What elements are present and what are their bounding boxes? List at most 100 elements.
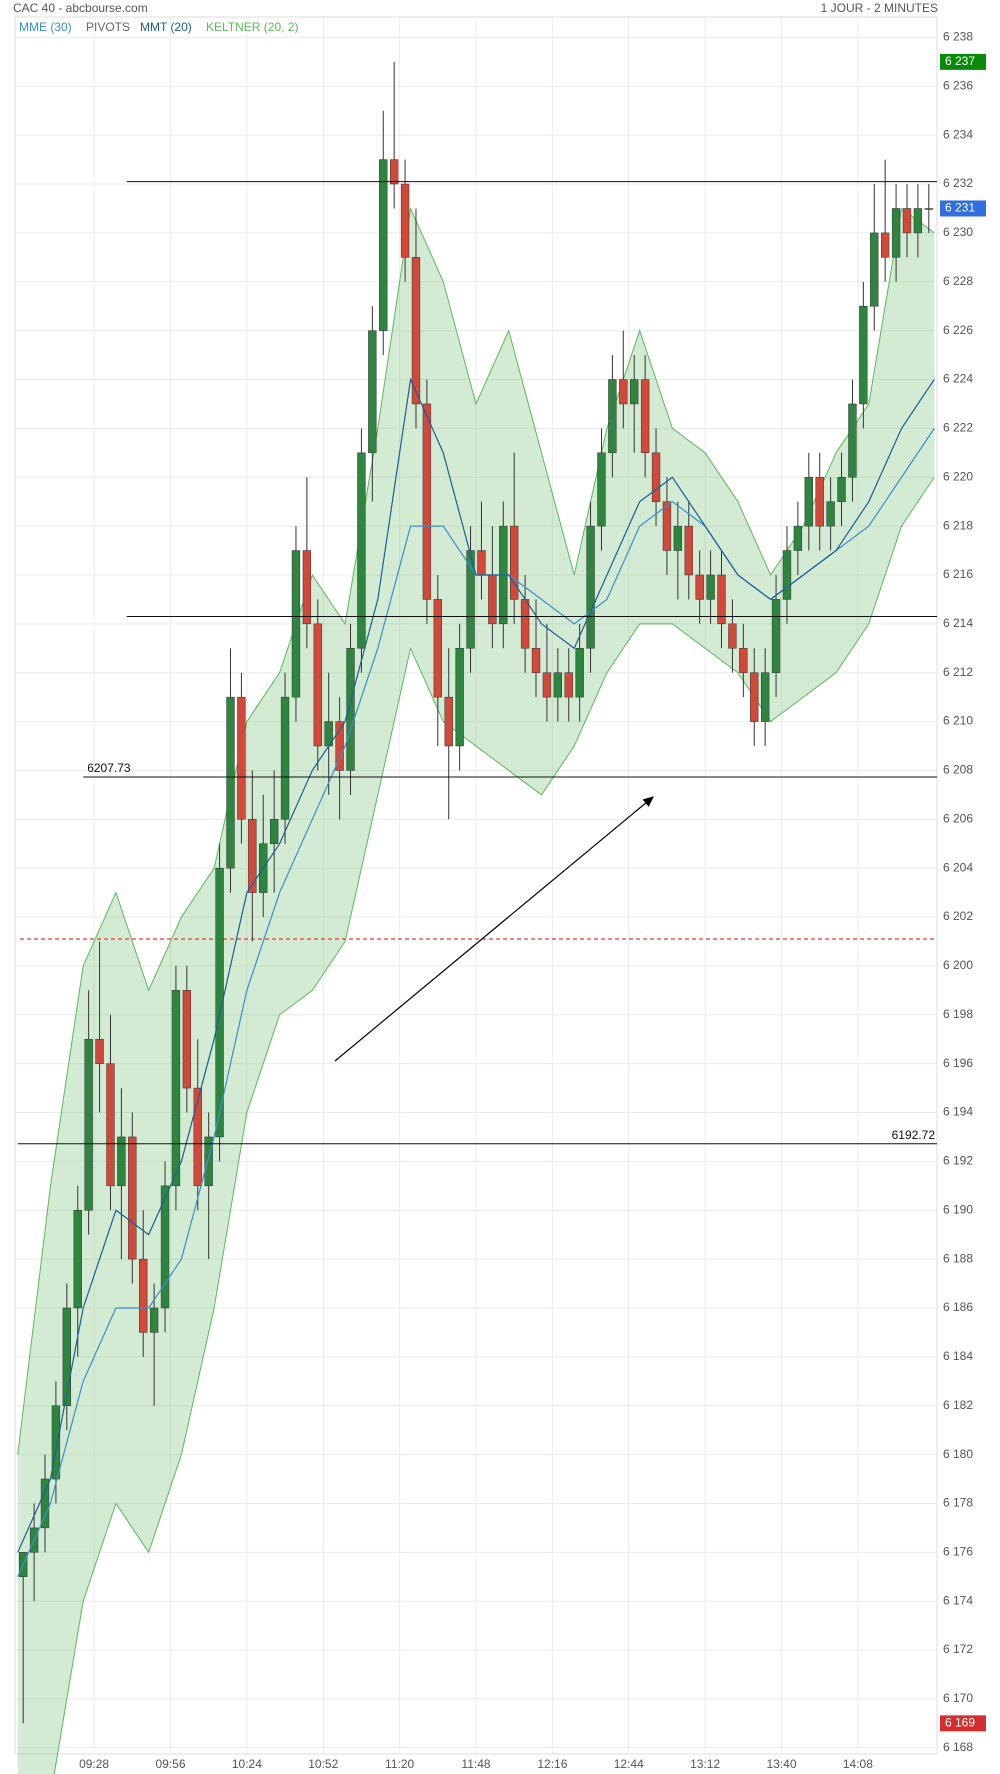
y-tick-label: 6 224 xyxy=(943,372,973,386)
candle-body xyxy=(139,1258,148,1333)
candle-body xyxy=(73,1209,82,1309)
y-tick-label: 6 182 xyxy=(943,1398,973,1412)
moving-average xyxy=(17,377,935,1553)
candle-body xyxy=(51,1405,61,1480)
x-tick-label: 13:40 xyxy=(766,1757,796,1771)
candle-body xyxy=(793,525,803,551)
candle-body xyxy=(62,1307,72,1406)
candle-body xyxy=(204,1136,213,1187)
y-tick-label: 6 236 xyxy=(943,78,973,92)
y-tick-label: 6 186 xyxy=(943,1300,973,1314)
candle-body xyxy=(389,159,399,185)
x-tick-label: 11:48 xyxy=(461,1757,490,1771)
x-tick-label: 12:16 xyxy=(537,1757,567,1771)
y-tick-label: 6 196 xyxy=(943,1056,973,1070)
candle-body xyxy=(346,648,355,771)
candle-body xyxy=(619,379,628,405)
y-tick-label: 6 194 xyxy=(943,1105,973,1119)
candle-body xyxy=(706,574,715,600)
x-tick-label: 11:20 xyxy=(385,1757,414,1771)
y-tick-label: 6 208 xyxy=(943,763,973,777)
candle-body xyxy=(280,696,290,820)
y-tick-label: 6 220 xyxy=(943,469,973,483)
candle-body xyxy=(542,672,552,698)
legend-entry: MMT (20) xyxy=(140,20,192,34)
y-tick-label: 6 222 xyxy=(943,421,973,435)
y-tick-label: 6 198 xyxy=(943,1007,973,1021)
level-label: 6192.72 xyxy=(892,1128,936,1142)
candle-body xyxy=(106,1063,115,1187)
candle-body xyxy=(215,867,224,1138)
candle-body xyxy=(913,208,923,234)
header-title: CAC 40 - abcbourse.com xyxy=(13,1,148,15)
candle-body xyxy=(510,525,519,600)
candle-body xyxy=(477,550,486,576)
candle-body xyxy=(880,232,890,258)
candle-body xyxy=(466,550,475,649)
candle-body xyxy=(771,599,781,673)
price-tag xyxy=(940,1715,986,1732)
candle-body xyxy=(368,330,377,454)
candle-body xyxy=(520,599,530,649)
candle-body xyxy=(848,403,857,478)
candle-body xyxy=(411,257,421,405)
candle-body xyxy=(651,452,661,502)
candle-body xyxy=(739,648,748,673)
candle-body xyxy=(455,648,464,747)
y-tick-label: 6 216 xyxy=(943,567,973,581)
y-tick-label: 6 176 xyxy=(943,1544,973,1558)
y-tick-label: 6 202 xyxy=(943,909,973,923)
price-tag-label: 6 231 xyxy=(945,201,975,215)
candle-body xyxy=(226,696,235,869)
candle-body xyxy=(575,648,584,698)
candle-body xyxy=(357,452,366,649)
y-tick-label: 6 180 xyxy=(943,1447,973,1461)
y-tick-label: 6 238 xyxy=(943,30,973,44)
y-tick-label: 6 204 xyxy=(943,860,973,874)
candle-body xyxy=(433,599,442,698)
keltner-band xyxy=(17,208,935,1774)
header-period: 1 JOUR - 2 MINUTES xyxy=(821,1,938,15)
y-tick-label: 6 168 xyxy=(943,1740,973,1754)
candle-body xyxy=(804,476,813,527)
candle-body xyxy=(673,525,683,551)
candle-body xyxy=(640,379,650,454)
candle-body xyxy=(564,672,573,698)
keltner-lower xyxy=(53,476,935,1774)
candle-body xyxy=(291,550,301,698)
legend-entry: KELTNER (20, 2) xyxy=(206,20,298,34)
candle-body xyxy=(160,1185,170,1309)
candle-body xyxy=(182,990,192,1089)
candle-body xyxy=(782,550,792,600)
candle-body xyxy=(586,525,595,649)
candle-body xyxy=(684,525,693,576)
candle-body xyxy=(553,672,563,698)
candle-body xyxy=(597,452,606,527)
candle-body xyxy=(95,1038,104,1064)
keltner-upper xyxy=(17,206,935,1455)
candle-body xyxy=(826,501,835,527)
price-tag-label: 6 169 xyxy=(945,1716,975,1730)
candle-body xyxy=(237,696,246,820)
candle-body xyxy=(117,1136,126,1187)
candle-body xyxy=(248,819,257,893)
y-tick-label: 6 226 xyxy=(943,323,973,337)
y-tick-label: 6 234 xyxy=(943,127,973,141)
candle-body xyxy=(128,1136,137,1260)
y-tick-label: 6 230 xyxy=(943,225,973,239)
y-tick-label: 6 200 xyxy=(943,958,973,972)
y-tick-label: 6 206 xyxy=(943,811,973,825)
y-tick-label: 6 174 xyxy=(943,1593,973,1607)
y-tick-label: 6 232 xyxy=(943,176,973,190)
candle-body xyxy=(859,305,868,405)
candle-body xyxy=(608,379,617,454)
x-tick-label: 12:44 xyxy=(614,1757,644,1771)
y-tick-label: 6 190 xyxy=(943,1202,973,1216)
candle-body xyxy=(84,1038,93,1211)
y-tick-label: 6 218 xyxy=(943,518,973,532)
y-tick-label: 6 192 xyxy=(943,1154,973,1168)
candle-body xyxy=(760,672,770,722)
x-tick-label: 09:56 xyxy=(155,1757,185,1771)
candle-body xyxy=(870,232,879,307)
